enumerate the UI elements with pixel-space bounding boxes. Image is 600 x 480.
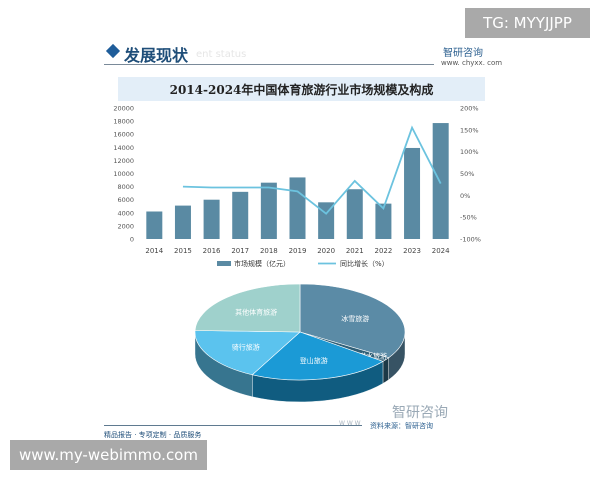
bar-2019	[289, 177, 306, 239]
x-tick-label: 2022	[374, 247, 392, 255]
pie-slice-3	[194, 330, 301, 376]
x-tick-label: 2024	[432, 247, 450, 255]
y2-tick-label: 50%	[460, 170, 474, 178]
pie-label: 潜水旅游	[359, 351, 387, 360]
pie-side-1	[382, 357, 389, 384]
y2-tick-label: 150%	[460, 126, 479, 134]
y2-tick-label: -50%	[460, 214, 477, 222]
y-tick-label: 12000	[113, 157, 134, 165]
y-tick-label: 16000	[113, 131, 134, 139]
x-tick-label: 2016	[203, 247, 221, 255]
y-tick-label: 8000	[117, 183, 134, 191]
bar-2014	[146, 211, 163, 239]
x-tick-label: 2018	[260, 247, 278, 255]
x-tick-label: 2023	[403, 247, 421, 255]
divider	[104, 64, 434, 65]
bar-2018	[260, 182, 277, 239]
bar-2015	[174, 205, 191, 239]
chart-title: 2014-2024年中国体育旅游行业市场规模及构成	[169, 83, 434, 97]
pie-slice-2	[251, 331, 384, 381]
x-tick-label: 2015	[174, 247, 192, 255]
x-tick-label: 2019	[289, 247, 307, 255]
y-tick-label: 18000	[113, 118, 134, 126]
y2-tick-label: 200%	[460, 105, 479, 113]
bar-2022	[375, 203, 392, 239]
tg-badge: TG: MYYJJPP	[465, 8, 590, 38]
footer-divider	[104, 425, 362, 426]
pie-label: 骑行旅游	[232, 343, 260, 352]
y2-tick-label: 100%	[460, 148, 479, 156]
title-band	[118, 77, 485, 101]
legend-bar-label: 市场规模（亿元）	[234, 259, 290, 268]
source-note: 资料来源：智研咨询	[370, 422, 433, 430]
y2-tick-label: 0%	[460, 192, 470, 200]
pie-slice-0	[299, 283, 406, 359]
bar-line-chart: 0 2000 4000 6000 8000 10000 12000 14000 16000 180…	[113, 105, 481, 269]
x-tick-label: 2014	[145, 247, 163, 255]
y2-tick-label: -100%	[460, 236, 481, 244]
footer-logo: 智研咨询	[392, 405, 448, 421]
site-badge: www.my-webimmo.com	[10, 440, 207, 470]
bar-2016	[203, 199, 220, 239]
y-tick-label: 6000	[117, 196, 134, 204]
brand-url: www. chyxx. com	[441, 59, 503, 67]
pie-label: 登山旅游	[300, 356, 328, 365]
x-tick-label: 2017	[231, 247, 249, 255]
y-tick-label: 20000	[113, 105, 134, 113]
bar-2023	[404, 147, 421, 239]
footer-slogan: 精品报告 · 专项定制 · 品质服务	[104, 431, 202, 439]
pie-label: 其他体育旅游	[235, 307, 277, 316]
bar-2021	[346, 189, 363, 239]
y-tick-label: 10000	[113, 170, 134, 178]
y-tick-label: 14000	[113, 144, 134, 152]
y-tick-label: 4000	[117, 209, 134, 217]
section-title: 发展现状	[124, 46, 189, 65]
y-tick-label: 2000	[117, 222, 134, 230]
x-tick-label: 2021	[346, 247, 364, 255]
bar-2024	[432, 123, 449, 239]
legend-line-label: 同比增长（%）	[340, 259, 389, 268]
y-tick-label: 0	[130, 236, 134, 244]
x-tick-label: 2020	[317, 247, 335, 255]
section-subtitle: ent status	[196, 49, 247, 60]
pie-slice-4	[194, 283, 301, 333]
brand-logo: 智研咨询	[443, 48, 483, 59]
legend-bar-swatch	[217, 261, 231, 266]
footer-www: W W W	[339, 420, 361, 427]
bar-2017	[232, 191, 249, 239]
pie-label: 冰雪旅游	[341, 314, 369, 323]
growth-line	[182, 125, 442, 215]
